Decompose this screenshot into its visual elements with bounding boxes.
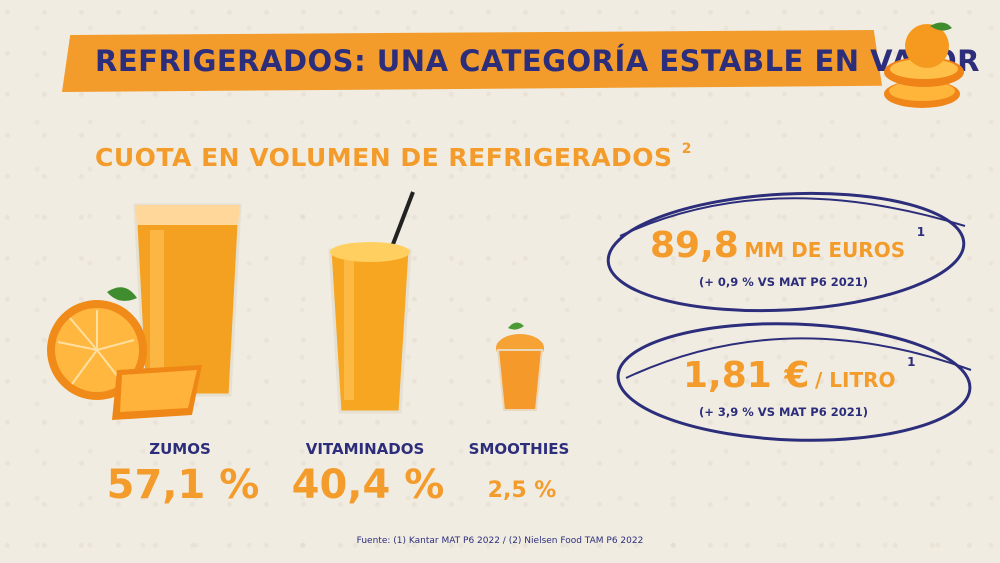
section-title: CUOTA EN VOLUMEN DE REFRIGERADOS 2 — [95, 141, 693, 172]
stat-litro-unit: / LITRO — [814, 368, 896, 392]
stat-change-euros: (+ 0,9 % VS MAT P6 2021) — [699, 275, 868, 289]
source-note: Fuente: (1) Kantar MAT P6 2022 / (2) Nie… — [356, 536, 644, 546]
stat-oval-2 — [616, 322, 972, 442]
stat-euros-unit: MM DE EUROS — [744, 238, 906, 262]
stat-litro-footnote: 1 — [907, 355, 916, 369]
category-value-smoothies: 2,5 % — [487, 478, 557, 503]
smoothie-cup-icon — [496, 322, 544, 411]
vitamin-drink-icon — [328, 191, 415, 414]
stat-value-litro: 1,81 € / LITRO 1 — [683, 355, 915, 396]
stat-euros-footnote: 1 — [916, 225, 926, 239]
orange-slices-icon — [884, 22, 964, 108]
stat-value-euros: 89,8 MM DE EUROS 1 — [650, 225, 925, 266]
stat-euros-main: 89,8 — [650, 225, 739, 266]
stat-change-litro: (+ 3,9 % VS MAT P6 2021) — [699, 405, 868, 419]
category-value-zumos: 57,1 % — [106, 462, 260, 508]
section-footnote: 2 — [681, 141, 693, 157]
category-value-vitaminados: 40,4 % — [291, 462, 445, 508]
page-title: REFRIGERADOS: UNA CATEGORÍA ESTABLE EN V… — [95, 44, 980, 78]
section-title-text: CUOTA EN VOLUMEN DE REFRIGERADOS — [95, 143, 673, 172]
stat-litro-main: 1,81 € — [683, 355, 810, 396]
stat-oval-1 — [606, 191, 966, 313]
category-name-vitaminados: VITAMINADOS — [305, 440, 425, 458]
category-name-zumos: ZUMOS — [149, 440, 211, 458]
orange-icon — [47, 287, 202, 420]
category-name-smoothies: SMOOTHIES — [468, 440, 570, 458]
header-banner — [62, 30, 882, 92]
